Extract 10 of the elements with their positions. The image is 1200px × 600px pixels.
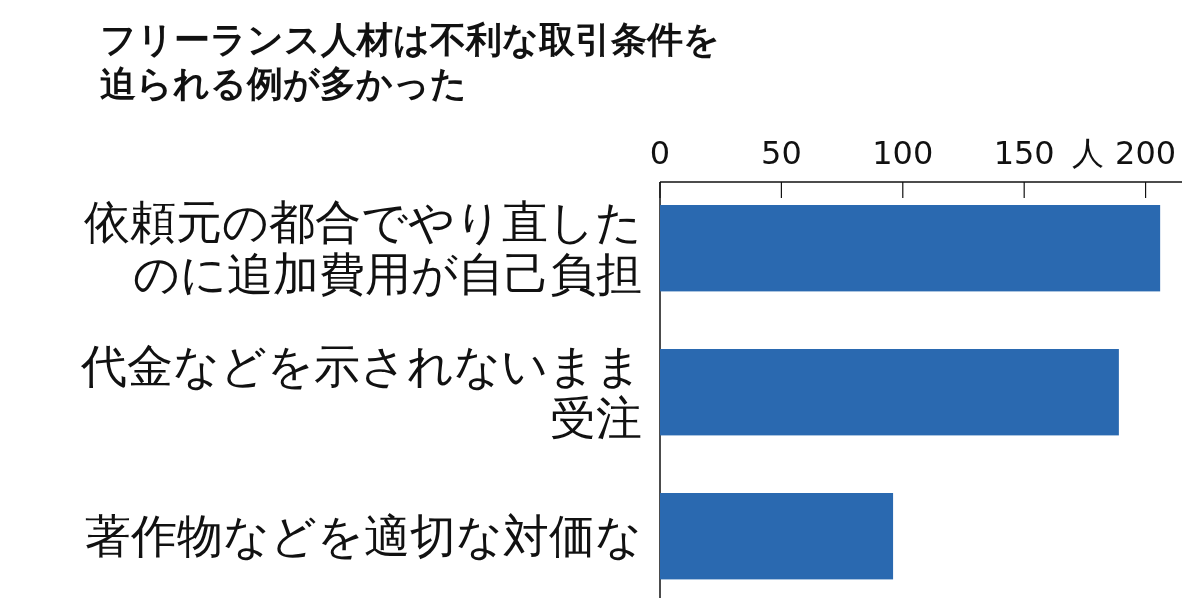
tick: 150 [993,134,1055,172]
category: 代金などを示されないまま受注 [81,339,642,446]
tick: 0 [649,134,671,172]
xlabel: 人 [1071,134,1104,172]
title: フリーランス人材は不利な取引条件を迫られる例が多かった [100,19,720,104]
tick: 50 [761,134,802,172]
category: 著作物などを適切な対価な [85,509,642,564]
tick: 200 [1115,134,1177,172]
category: 依頼元の都合でやり直したのに追加費用が自己負担 [84,195,642,302]
tick: 100 [872,134,934,172]
